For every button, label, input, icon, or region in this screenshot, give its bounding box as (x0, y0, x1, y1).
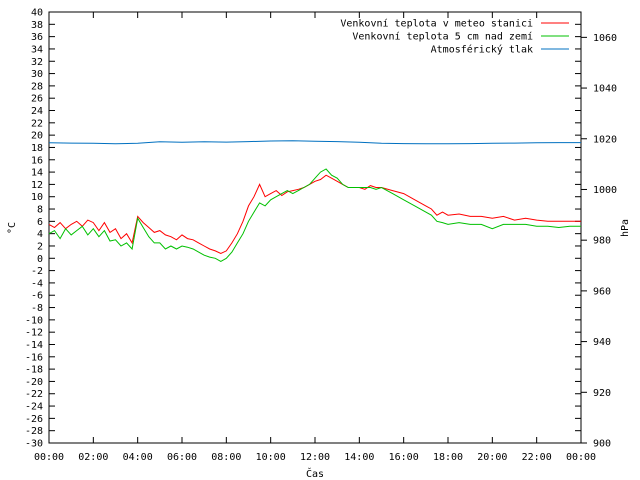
y-tick-label: 28 (31, 81, 43, 92)
y-tick-label: 8 (37, 205, 43, 216)
x-tick-label: 00:00 (34, 452, 64, 463)
y2-tick-label: 960 (593, 286, 611, 297)
y-tick-label: -16 (25, 352, 43, 363)
y2-tick-label: 1060 (593, 33, 617, 44)
y-tick-label: 30 (31, 69, 43, 80)
legend-label-3: Atmosférický tlak (431, 44, 533, 56)
plot-frame (48, 11, 582, 444)
x-tick-label: 04:00 (123, 452, 153, 463)
y-tick-label: -28 (25, 426, 43, 437)
y-tick-label: -24 (25, 402, 43, 413)
y-tick-label: -4 (31, 278, 43, 289)
y-tick-label: -26 (25, 414, 43, 425)
x-axis-label: Čas (306, 467, 324, 480)
y2-tick-label: 1020 (593, 134, 617, 145)
y-tick-label: -30 (25, 439, 43, 450)
y-tick-label: 34 (31, 44, 43, 55)
series-line-3 (48, 140, 581, 145)
y-tick-label: 32 (31, 57, 43, 68)
y-tick-label: 40 (31, 8, 43, 19)
left-axis: -30-28-26-24-22-20-18-16-14-12-10-8-6-4-… (25, 8, 581, 450)
y-tick-label: 12 (31, 180, 43, 191)
y-tick-label: 0 (37, 254, 43, 265)
series-layer (48, 140, 581, 262)
y-tick-label: -20 (25, 377, 43, 388)
x-tick-label: 20:00 (477, 452, 507, 463)
x-tick-label: 22:00 (522, 452, 552, 463)
series-line-1 (48, 174, 581, 254)
y-tick-label: 16 (31, 155, 43, 166)
legend-label-1: Venkovní teplota v meteo stanici (340, 18, 533, 30)
y-tick-label: -14 (25, 340, 43, 351)
x-tick-label: 16:00 (389, 452, 419, 463)
y-tick-label: -8 (31, 303, 43, 314)
y2-tick-label: 940 (593, 337, 611, 348)
y-tick-label: -6 (31, 291, 43, 302)
y-tick-label: -2 (31, 266, 43, 277)
y-tick-label: 2 (37, 241, 43, 252)
series-line-2 (48, 168, 581, 262)
x-tick-label: 02:00 (78, 452, 108, 463)
y-tick-label: 18 (31, 143, 43, 154)
y-tick-label: 4 (37, 229, 43, 240)
x-tick-label: 00:00 (566, 452, 596, 463)
x-tick-label: 18:00 (433, 452, 463, 463)
x-tick-label: 08:00 (211, 452, 241, 463)
legend-label-2: Venkovní teplota 5 cm nad zemí (352, 31, 533, 43)
y-tick-label: -18 (25, 365, 43, 376)
x-axis: 00:00 02:00 04:00 06:00 08:00 10:00 12:00 14:00… (34, 12, 596, 463)
x-tick-label: 12:00 (300, 452, 330, 463)
legend: Venkovní teplota v meteo staniciVenkovní… (340, 18, 569, 56)
y-tick-label: -22 (25, 389, 43, 400)
y-tick-label: 36 (31, 32, 43, 43)
y-tick-label: 20 (31, 131, 43, 142)
x-tick-label: 14:00 (344, 452, 374, 463)
y-tick-label: 6 (37, 217, 43, 228)
y-tick-label: 38 (31, 20, 43, 31)
y2-tick-label: 900 (593, 439, 611, 450)
x-tick-label: 10:00 (256, 452, 286, 463)
y-tick-label: 26 (31, 94, 43, 105)
y-tick-label: 10 (31, 192, 43, 203)
y2-tick-label: 1040 (593, 84, 617, 95)
y2-tick-label: 920 (593, 388, 611, 399)
right-axis: 900 920 940 960 980 1000 1020 1040 1060 (581, 33, 617, 450)
y2-tick-label: 1000 (593, 185, 617, 196)
y-tick-label: -10 (25, 315, 43, 326)
y-tick-label: 24 (31, 106, 43, 117)
y-tick-label: 14 (31, 168, 43, 179)
y-tick-label: 22 (31, 118, 43, 129)
x-tick-label: 06:00 (167, 452, 197, 463)
y2-tick-label: 980 (593, 236, 611, 247)
y-axis-label: °C (7, 222, 18, 234)
y-tick-label: -12 (25, 328, 43, 339)
y2-axis-label: hPa (620, 219, 631, 237)
